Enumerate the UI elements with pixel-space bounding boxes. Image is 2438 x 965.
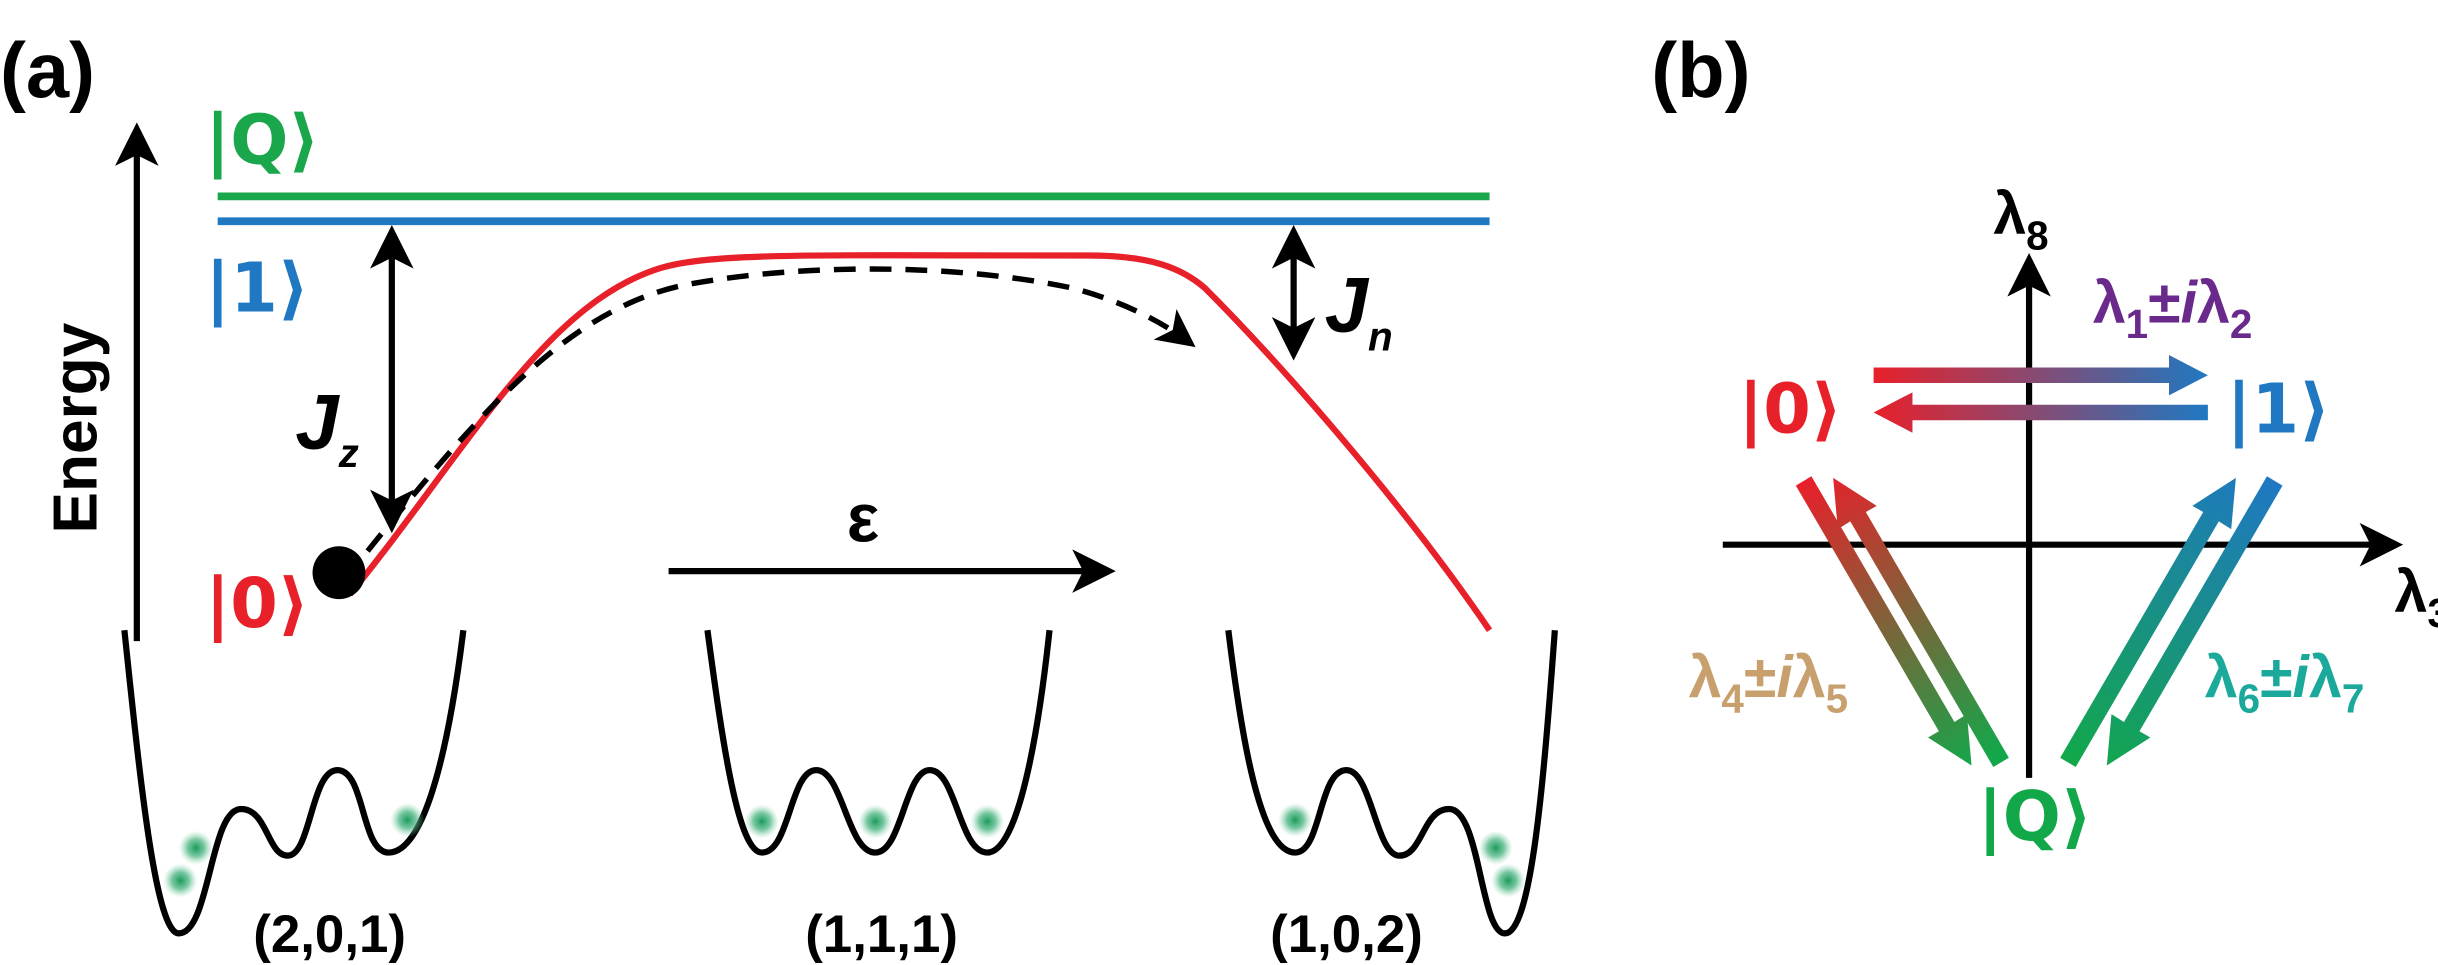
ket-1: |1⟩ <box>2227 371 2331 450</box>
electron <box>163 863 198 898</box>
ket-0: |0⟩ <box>205 565 309 644</box>
jz-label: Jz <box>295 379 358 476</box>
arrow-q-1 <box>2060 477 2236 768</box>
arrow-1-0 <box>1873 392 2208 433</box>
part: i <box>2293 644 2311 710</box>
part: λ <box>2309 644 2342 710</box>
axis-sub: 3 <box>2427 590 2438 636</box>
part: ± <box>2260 644 2292 710</box>
jn-label: Jn <box>1325 263 1393 360</box>
arrow-1-q <box>2106 476 2283 766</box>
ket-q: |Q⟩ <box>205 102 319 181</box>
part: λ <box>2197 269 2230 335</box>
part: 2 <box>2230 301 2252 347</box>
panel-label: (b) <box>1651 28 1750 114</box>
electron <box>1478 830 1513 865</box>
potential-well <box>704 629 1053 856</box>
ket-q: |Q⟩ <box>1978 778 2092 857</box>
jn-sub: n <box>1368 313 1393 359</box>
electron <box>178 830 214 865</box>
electron <box>970 804 1005 839</box>
axis-main: λ <box>2394 559 2427 625</box>
coupling-label: λ1±iλ2 <box>2093 269 2253 347</box>
part: λ <box>1793 644 1826 710</box>
lambda8-label: λ8 <box>1993 181 2048 259</box>
electron <box>1278 802 1313 838</box>
arrow-q-0 <box>1833 477 2009 768</box>
panel-label: (a) <box>0 28 95 114</box>
part: ± <box>1744 644 1776 710</box>
part: 6 <box>2238 676 2260 722</box>
potential-well <box>121 629 467 937</box>
part: λ <box>2205 644 2238 710</box>
jn-main: J <box>1325 263 1370 349</box>
ket-1: |1⟩ <box>205 249 309 328</box>
axis-sub: 8 <box>2026 212 2048 258</box>
electron <box>1491 863 1526 898</box>
electron <box>744 804 779 839</box>
config-label: (2,0,1) <box>253 905 406 964</box>
state-dot <box>312 546 366 600</box>
config-label: (1,0,2) <box>1270 905 1423 964</box>
part: i <box>2181 269 2199 335</box>
axis-main: λ <box>1993 181 2026 247</box>
arrow-0-q <box>1795 476 1972 766</box>
part: 4 <box>1721 676 1744 722</box>
coupling-label: λ6±iλ7 <box>2205 644 2365 722</box>
arrow-0-1 <box>1873 355 2208 396</box>
part: 5 <box>1826 676 1848 722</box>
coupling-label: λ4±iλ5 <box>1689 644 1849 722</box>
part: i <box>1776 644 1794 710</box>
potential-well <box>1225 629 1558 937</box>
part: 1 <box>2126 301 2148 347</box>
jz-sub: z <box>338 430 359 476</box>
path-arrow <box>343 266 1196 581</box>
ket-0: |0⟩ <box>1738 371 1842 450</box>
energy-curve <box>347 252 1493 632</box>
electron <box>390 802 425 838</box>
config-label: (1,1,1) <box>805 905 958 964</box>
part: 7 <box>2342 676 2364 722</box>
part: λ <box>1689 644 1722 710</box>
jz-main: J <box>295 379 340 465</box>
coupling-arrows <box>1795 355 2283 768</box>
energy-label: Energy <box>41 322 110 533</box>
part: ± <box>2148 269 2180 335</box>
epsilon-label: ε <box>847 481 879 557</box>
part: λ <box>2093 269 2126 335</box>
electron <box>858 804 893 839</box>
lambda3-label: λ3 <box>2394 559 2438 637</box>
